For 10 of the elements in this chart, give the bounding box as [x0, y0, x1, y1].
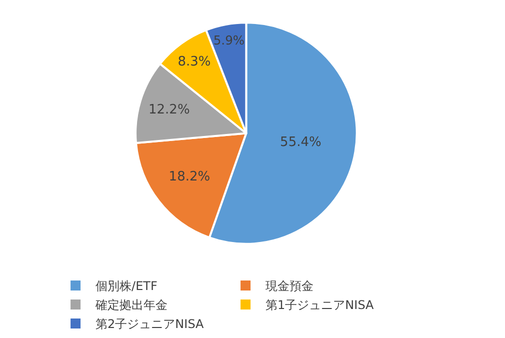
data-label: 5.9% [213, 34, 245, 48]
legend-label: 第2子ジュニアNISA [96, 317, 205, 332]
legend-label: 現金預金 [266, 279, 314, 294]
data-label: 12.2% [148, 102, 190, 118]
legend-label: 第1子ジュニアNISA [266, 298, 375, 312]
data-label: 8.3% [178, 54, 211, 70]
legend-label: 個別株/ETF [96, 279, 158, 294]
data-label: 55.4% [280, 135, 322, 150]
legend-label: 確定拠出年金 [94, 298, 168, 312]
data-label: 18.2% [168, 170, 210, 185]
